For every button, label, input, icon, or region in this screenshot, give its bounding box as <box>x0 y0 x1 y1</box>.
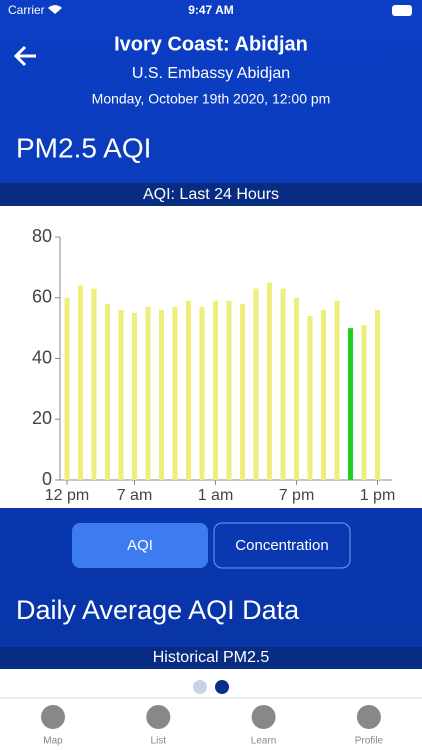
tab-label: Learn <box>251 736 277 747</box>
y-tick-label: 0 <box>42 469 52 489</box>
y-tick-label: 20 <box>32 408 52 428</box>
wifi-icon <box>48 5 62 14</box>
city-title: Ivory Coast: Abidjan <box>114 33 308 55</box>
bar <box>240 303 245 480</box>
tab-icon[interactable] <box>356 705 381 729</box>
y-tick-label: 40 <box>32 347 52 367</box>
bar <box>118 309 124 480</box>
bar <box>226 300 232 480</box>
tab-icon[interactable] <box>146 705 171 729</box>
back-button[interactable] <box>13 45 36 67</box>
bar <box>132 312 137 480</box>
chart-title: AQI: Last 24 Hours <box>143 186 279 203</box>
section-title: PM2.5 AQI <box>16 132 151 163</box>
toggle-label: AQI <box>127 537 153 554</box>
bar <box>159 309 164 480</box>
date-time: Monday, October 19th 2020, 12:00 pm <box>92 91 331 107</box>
tab-label: Map <box>43 736 63 747</box>
clock: 9:47 AM <box>188 3 234 17</box>
page-dot[interactable] <box>193 680 207 694</box>
battery-icon <box>392 5 412 16</box>
carrier: Carrier <box>8 3 45 17</box>
tab-label: List <box>151 736 167 747</box>
bar <box>145 306 151 480</box>
bar <box>105 303 110 480</box>
bar <box>348 328 353 480</box>
bottom-area <box>0 669 422 750</box>
daily-title: Daily Average AQI Data <box>16 595 300 625</box>
daily-subtitle: Historical PM2.5 <box>153 649 270 666</box>
tab-icon[interactable] <box>251 705 276 729</box>
bar <box>334 300 340 480</box>
chart-title-strip <box>0 183 422 206</box>
bar <box>253 288 259 480</box>
bar <box>64 297 70 480</box>
x-tick-label: 1 am <box>198 487 234 504</box>
bar <box>321 309 326 480</box>
y-tick-label: 80 <box>32 226 52 246</box>
chart-panel <box>0 206 422 508</box>
bar <box>307 315 313 480</box>
toggle-button[interactable] <box>213 522 351 569</box>
subtitle-strip <box>0 647 422 669</box>
bar <box>361 325 367 480</box>
bar <box>267 282 272 480</box>
toggle-label: Concentration <box>235 537 328 554</box>
x-tick-label: 12 pm <box>45 487 89 504</box>
bar <box>78 285 83 480</box>
tab-label: Profile <box>355 736 384 747</box>
toggle-button[interactable] <box>72 523 208 568</box>
x-tick-label: 7 pm <box>279 487 315 504</box>
bar <box>172 306 178 480</box>
x-tick-label: 1 pm <box>360 487 396 504</box>
tab-icon[interactable] <box>41 705 65 729</box>
bar <box>375 309 380 480</box>
station-name: U.S. Embassy Abidjan <box>132 65 290 82</box>
page-dot[interactable] <box>215 680 229 694</box>
bar <box>280 288 286 480</box>
bar <box>186 300 191 480</box>
x-tick-label: 7 am <box>117 487 153 504</box>
bar <box>294 297 299 480</box>
bar <box>199 306 205 480</box>
bar <box>91 288 97 480</box>
y-tick-label: 60 <box>32 287 52 307</box>
bar <box>213 300 218 480</box>
